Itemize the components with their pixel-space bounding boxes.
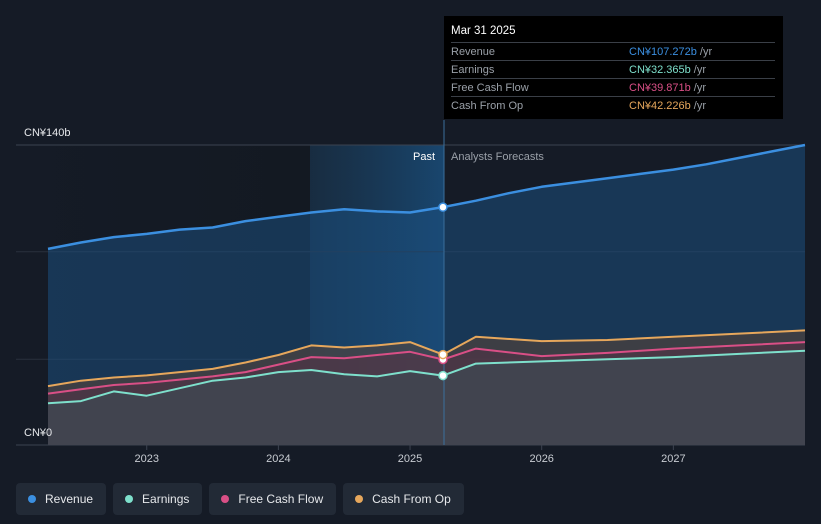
x-tick-label: 2027	[661, 453, 685, 465]
tooltip-value: CN¥42.226b	[629, 99, 691, 112]
area-earnings	[48, 350, 805, 445]
chart-legend: Revenue Earnings Free Cash Flow Cash Fro…	[16, 483, 464, 515]
legend-item-free-cash-flow[interactable]: Free Cash Flow	[209, 483, 337, 515]
tooltip-unit: /yr	[693, 99, 707, 112]
x-tick-label: 2025	[398, 453, 422, 465]
series-lines	[47, 143, 806, 405]
tooltip-label: Cash From Op	[451, 99, 524, 112]
tooltip-label: Revenue	[451, 45, 496, 58]
tooltip-unit: /yr	[699, 45, 713, 58]
legend-dot-icon	[28, 495, 36, 503]
line-cash-from-op	[47, 329, 806, 388]
forecast-label: Analysts Forecasts	[451, 151, 544, 163]
legend-dot-icon	[221, 495, 230, 503]
tooltip-value: CN¥32.365b	[629, 63, 691, 76]
y-axis-top-label: CN¥140b	[24, 127, 70, 139]
legend-dot-icon	[125, 495, 134, 503]
tooltip-value: CN¥39.871b	[629, 81, 691, 94]
legend-item-cash-from-op[interactable]: Cash From Op	[343, 483, 464, 515]
marker-earnings	[438, 370, 448, 381]
legend-dot-icon	[355, 495, 364, 503]
tooltip-label: Free Cash Flow	[451, 81, 529, 94]
line-free-cash-flow	[47, 341, 806, 395]
legend-item-earnings[interactable]: Earnings	[113, 483, 203, 515]
tooltip-row-free-cash-flow: Free Cash Flow CN¥39.871b /yr	[451, 78, 775, 96]
tooltip-row-earnings: Earnings CN¥32.365b /yr	[451, 60, 775, 78]
x-tick-label: 2023	[134, 453, 158, 465]
tooltip-row-revenue: Revenue CN¥107.272b /yr	[451, 42, 775, 60]
data-tooltip: Mar 31 2025 Revenue CN¥107.272b /yr Earn…	[444, 16, 783, 119]
tooltip-label: Earnings	[451, 63, 495, 76]
tooltip-unit: /yr	[693, 81, 707, 94]
legend-label: Earnings	[142, 492, 190, 506]
tooltip-value: CN¥107.272b	[629, 45, 697, 58]
series-markers	[438, 202, 448, 381]
line-revenue	[47, 143, 806, 251]
x-tick-label: 2024	[266, 453, 290, 465]
legend-label: Revenue	[45, 492, 94, 506]
marker-cash-from-op	[438, 349, 448, 360]
legend-label: Cash From Op	[372, 492, 451, 506]
marker-revenue	[438, 202, 448, 212]
tooltip-unit: /yr	[693, 63, 707, 76]
legend-item-revenue[interactable]: Revenue	[16, 483, 107, 515]
y-axis-bottom-label: CN¥0	[24, 427, 52, 439]
x-tick-label: 2026	[529, 453, 553, 465]
line-earnings	[47, 349, 806, 405]
tooltip-row-cash-from-op: Cash From Op CN¥42.226b /yr	[451, 96, 775, 114]
past-label: Past	[413, 151, 435, 163]
tooltip-date: Mar 31 2025	[451, 25, 516, 37]
series-areas	[48, 145, 805, 445]
legend-label: Free Cash Flow	[238, 492, 324, 506]
x-axis-ticks: 2023 2024 2025 2026 2027	[134, 445, 686, 465]
